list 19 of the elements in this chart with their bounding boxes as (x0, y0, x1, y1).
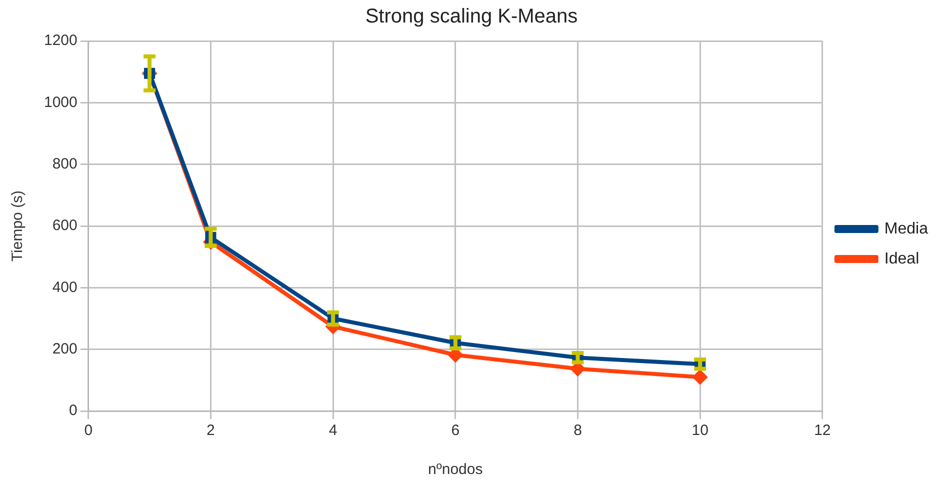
y-tick-label: 1200 (44, 32, 78, 50)
x-tick-label: 12 (814, 422, 831, 440)
y-axis-title: Tiempo (s) (9, 190, 26, 262)
legend-label: Media (884, 220, 928, 238)
x-tick-label: 6 (451, 422, 460, 440)
legend-label: Ideal (884, 250, 920, 268)
y-tick-label: 800 (52, 155, 78, 172)
x-tick-label: 2 (206, 422, 215, 440)
y-tick-label: 0 (69, 402, 78, 420)
x-tick-label: 0 (84, 422, 93, 440)
y-tick-label: 400 (52, 278, 78, 296)
chart-title: Strong scaling K-Means (365, 6, 578, 28)
y-tick-label: 1000 (44, 94, 78, 111)
y-tick-label: 600 (52, 217, 78, 234)
x-tick-label: 10 (692, 422, 708, 440)
y-tick-label: 200 (52, 340, 78, 358)
x-axis-title: nºnodos (428, 461, 483, 478)
x-tick-label: 8 (574, 422, 582, 440)
x-tick-label: 4 (328, 422, 338, 440)
